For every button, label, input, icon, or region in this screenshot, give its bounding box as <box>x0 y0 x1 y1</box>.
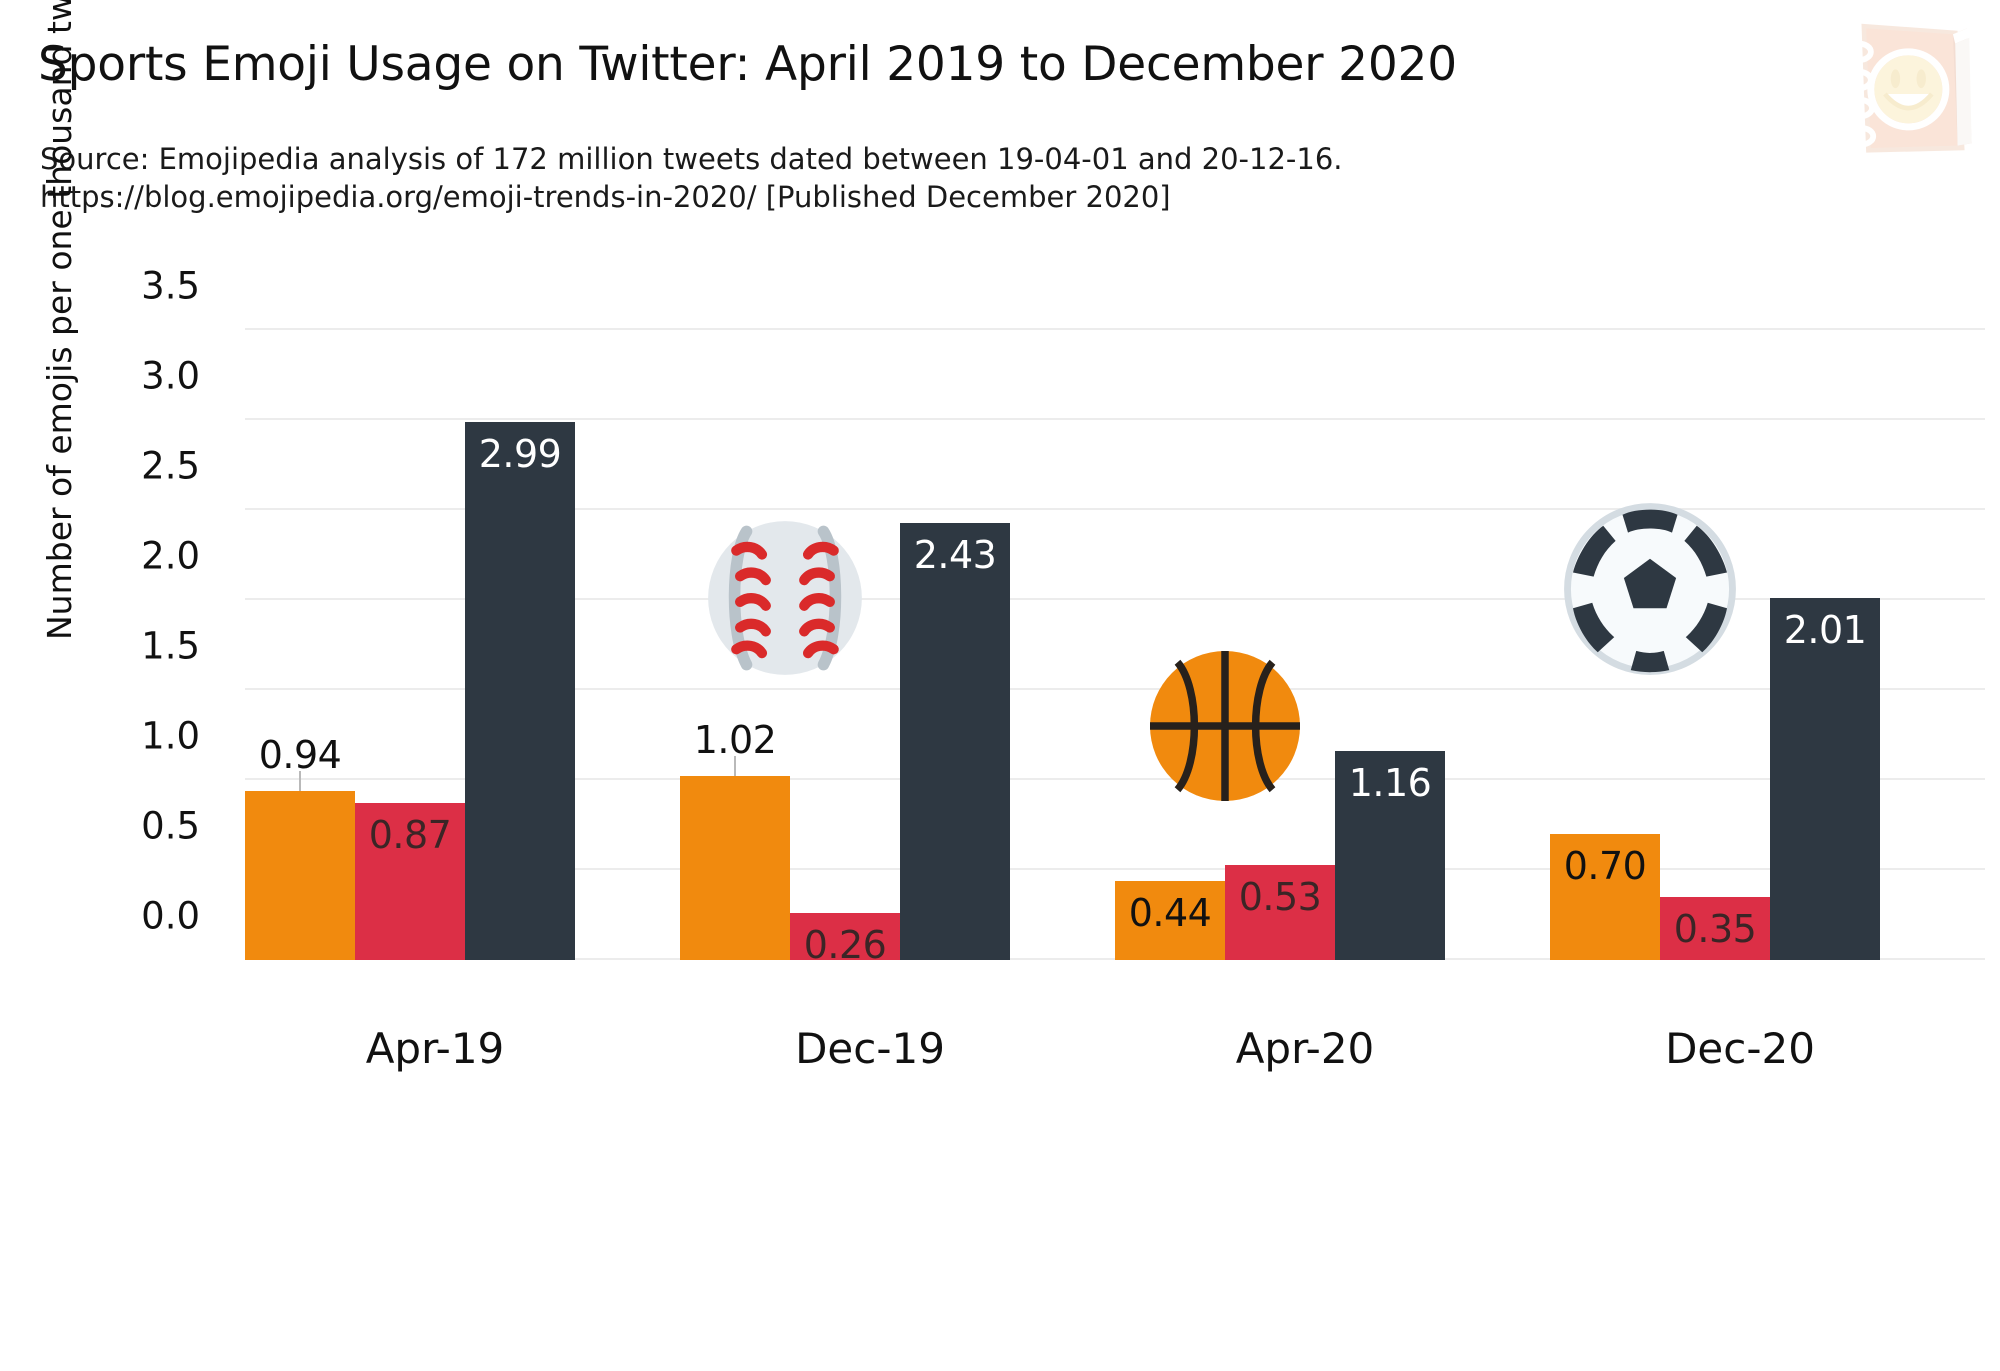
gridline <box>245 508 1985 511</box>
y-axis: 0.0 0.5 1.0 1.5 2.0 2.5 3.0 3.5 <box>141 265 1985 960</box>
bar-value-label: 0.53 <box>1238 874 1322 919</box>
bar-baseball-apr-19[interactable]: 0.87 <box>355 803 465 960</box>
bar-group-apr-19: 0.94 0.87 2.99 Apr-19 <box>245 330 625 1073</box>
y-tick-label: 2.5 <box>141 444 200 488</box>
bar-baseball-dec-19[interactable]: 0.26 <box>790 913 900 967</box>
gridline <box>245 418 1985 421</box>
bar-group-apr-20: 0.44 0.53 1.16 Apr-20 <box>1115 330 1495 1073</box>
plot-area: 0.0 0.5 1.0 1.5 2.0 2.5 3.0 3.5 0.94 0.8… <box>141 265 1985 1073</box>
x-tick-label-dec-20: Dec-20 <box>1665 1024 1815 1073</box>
x-tick-label-apr-19: Apr-19 <box>365 1024 505 1073</box>
bar-soccer-apr-20[interactable]: 1.16 <box>1335 751 1445 960</box>
bar-label-connector <box>299 770 301 791</box>
gridline <box>245 598 1985 601</box>
bar-group-dec-19: 1.02 0.26 2.43 Dec-19 <box>680 330 1060 1073</box>
chart-subtitle: Source: Emojipedia analysis of 172 milli… <box>40 142 1343 215</box>
chart-title: Sports Emoji Usage on Twitter: April 201… <box>38 37 1457 92</box>
bar-value-label: 0.26 <box>803 923 887 968</box>
bar-value-label: 0.94 <box>258 732 342 777</box>
y-tick-label: 0.5 <box>141 804 200 848</box>
bar-basketball-dec-19[interactable]: 1.02 <box>680 718 790 960</box>
bar-baseball-dec-20[interactable]: 0.35 <box>1660 897 1770 960</box>
bar-basketball-apr-19[interactable]: 0.94 <box>245 733 355 960</box>
bar-basketball-apr-20[interactable]: 0.44 <box>1115 880 1225 960</box>
bar-baseball-apr-20[interactable]: 0.53 <box>1225 864 1335 960</box>
gridline <box>245 688 1985 691</box>
y-tick-label: 2.0 <box>141 534 200 578</box>
gridline <box>245 868 1985 871</box>
bar-label-connector <box>734 756 736 777</box>
bar-value-label: 0.87 <box>368 813 452 858</box>
bar-soccer-dec-20[interactable]: 2.01 <box>1770 598 1880 960</box>
bar-soccer-apr-19[interactable]: 2.99 <box>465 421 575 960</box>
bar-value-label: 0.70 <box>1563 844 1647 888</box>
gridline <box>245 328 1985 330</box>
bar-value-label: 2.01 <box>1783 608 1867 653</box>
y-tick-label: 3.5 <box>141 264 200 308</box>
bar-basketball-dec-20[interactable]: 0.70 <box>1550 834 1660 960</box>
y-tick-label: 1.5 <box>141 624 200 668</box>
y-tick-label: 1.0 <box>141 714 200 758</box>
x-tick-label-dec-19: Dec-19 <box>795 1024 945 1073</box>
bar-value-label: 1.02 <box>693 718 777 763</box>
gridline <box>245 778 1985 781</box>
bar-group-dec-20: 0.70 0.35 2.01 Dec-20 <box>1550 330 1930 1073</box>
y-tick-label: 0.0 <box>141 894 200 938</box>
emojipedia-notebook-icon <box>1826 12 1986 162</box>
bar-value-label: 0.44 <box>1128 890 1212 935</box>
bar-soccer-dec-19[interactable]: 2.43 <box>900 522 1010 960</box>
bar-value-label: 2.43 <box>913 532 997 577</box>
bar-value-label: 0.35 <box>1673 907 1757 951</box>
x-tick-label-apr-20: Apr-20 <box>1235 1024 1375 1073</box>
bar-value-label: 1.16 <box>1348 761 1432 806</box>
y-tick-label: 3.0 <box>141 354 200 398</box>
bar-value-label: 2.99 <box>478 431 562 476</box>
